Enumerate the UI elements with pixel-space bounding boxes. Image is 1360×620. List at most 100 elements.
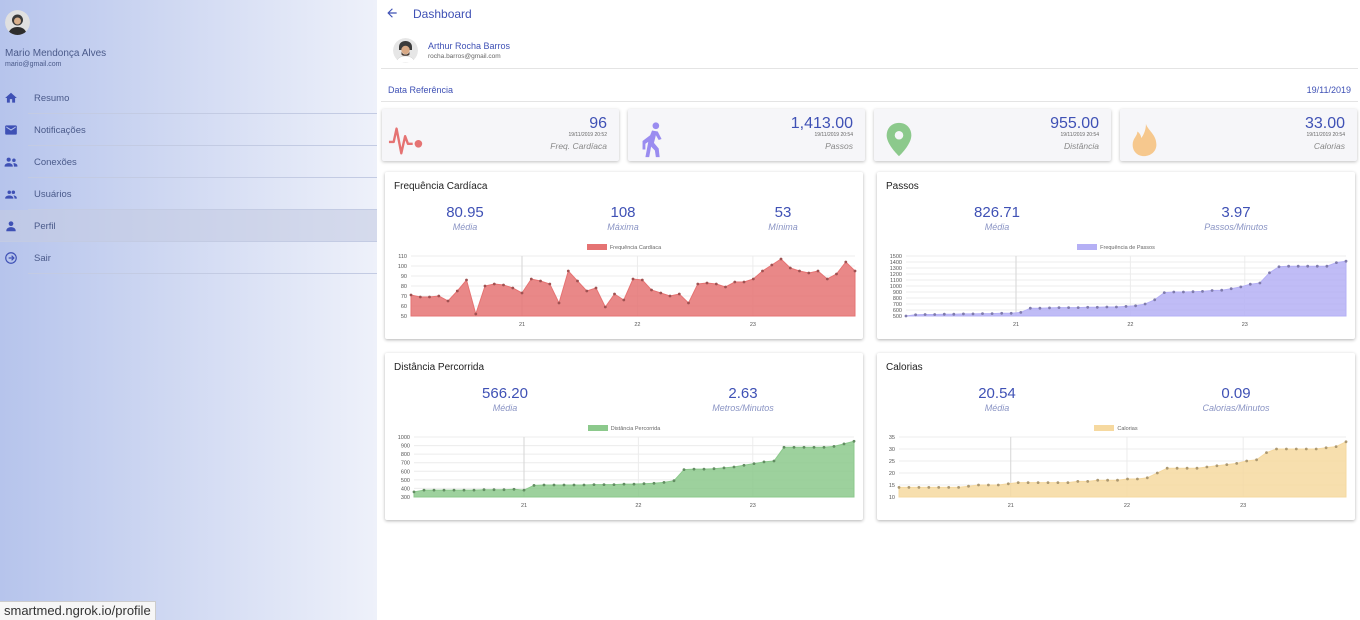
legend-label: Frequência de Passos (1100, 245, 1155, 251)
data-point (1162, 291, 1166, 294)
data-point (722, 466, 726, 470)
data-point (1255, 458, 1258, 462)
data-point (1268, 271, 1271, 275)
y-tick-label: 500 (893, 314, 902, 320)
chart-legend[interactable]: Distância Percorrida (385, 425, 863, 432)
nav-item-resumo[interactable]: Resumo (0, 82, 377, 114)
main-content: Dashboard Arthur Rocha Barros rocha.barr… (377, 0, 1360, 620)
data-point (752, 462, 756, 465)
home-icon (5, 92, 17, 103)
location-pin-icon (886, 122, 912, 157)
summary-timestamp: 19/11/2019 20:54 (1060, 132, 1099, 138)
data-point (437, 294, 441, 298)
nav-item-perfil[interactable]: Perfil (0, 210, 377, 242)
nav-label: Sair (34, 252, 51, 264)
data-point (1145, 476, 1149, 480)
y-tick-label: 300 (401, 495, 410, 501)
data-point (511, 286, 515, 290)
data-point (977, 483, 980, 487)
nav-label: Perfil (34, 220, 56, 232)
data-point (412, 490, 416, 494)
data-point (482, 488, 486, 492)
y-tick-label: 1500 (890, 254, 902, 260)
data-point (422, 488, 426, 492)
data-point (659, 291, 663, 295)
y-tick-label: 80 (401, 284, 407, 290)
x-tick-label: 23 (1240, 503, 1246, 509)
stat-average: 80.95 Média (405, 204, 525, 232)
data-point (472, 488, 476, 492)
y-tick-label: 110 (398, 254, 407, 260)
nav-item-usuarios[interactable]: Usuários (0, 178, 377, 210)
data-point (522, 488, 526, 492)
data-point (512, 487, 516, 491)
nav-item-notificacoes[interactable]: Notificações (0, 114, 377, 146)
data-point (1296, 264, 1300, 268)
data-point (1124, 305, 1128, 308)
data-point (682, 468, 686, 471)
data-point (1076, 306, 1080, 309)
data-point (1095, 305, 1099, 309)
summary-timestamp: 19/11/2019 20:54 (814, 132, 853, 138)
page-title: Dashboard (413, 7, 472, 21)
data-point (933, 313, 937, 316)
user-name: Mario Mendonça Alves (5, 48, 107, 59)
data-point (798, 269, 801, 273)
data-point (566, 269, 570, 273)
data-point (542, 483, 546, 487)
user-email: mario@gmail.com (5, 61, 62, 68)
nav-item-conexoes[interactable]: Conexões (0, 146, 377, 178)
reference-date-value[interactable]: 19/11/2019 (1306, 85, 1351, 95)
data-point (761, 269, 764, 273)
y-tick-label: 600 (893, 308, 902, 314)
data-point (996, 483, 1000, 487)
data-point (552, 483, 556, 487)
data-point (603, 305, 607, 309)
summary-card-calories: 33.00 19/11/2019 20:54 Calorias (1120, 109, 1357, 161)
data-point (418, 295, 422, 299)
summary-label: Distância (1064, 141, 1099, 151)
calories-card: Calorias 20.54 Média 0.09 Calorias/Minutos… (877, 353, 1355, 520)
data-point (1038, 306, 1042, 310)
y-tick-label: 1100 (890, 278, 902, 284)
chart-legend[interactable]: Calorias (877, 425, 1355, 432)
y-tick-label: 800 (893, 296, 902, 302)
y-tick-label: 15 (889, 483, 895, 489)
data-point (772, 459, 776, 463)
card-title: Distância Percorrida (394, 362, 485, 373)
data-point (1116, 478, 1119, 482)
data-point (1126, 477, 1129, 481)
chart-legend[interactable]: Frequência de Passos (877, 244, 1355, 251)
stat-rate: 3.97 Passos/Minutos (1176, 204, 1296, 232)
stat-label: Passos/Minutos (1204, 222, 1268, 232)
data-point (1019, 311, 1023, 314)
nav-item-sair[interactable]: Sair (0, 242, 377, 274)
data-point (602, 483, 606, 486)
back-arrow-icon[interactable] (385, 6, 399, 20)
stat-label: Máxima (607, 222, 639, 232)
x-tick-label: 22 (1124, 503, 1130, 509)
data-point (825, 277, 829, 281)
x-tick-label: 23 (750, 503, 756, 509)
user-avatar[interactable] (5, 10, 30, 35)
stat-value: 80.95 (446, 204, 484, 221)
logout-icon (5, 252, 17, 264)
summary-value: 33.00 (1304, 115, 1345, 132)
data-point (1335, 261, 1338, 264)
data-point (632, 482, 636, 486)
data-point (1210, 289, 1214, 292)
y-tick-label: 900 (401, 444, 410, 450)
connections-icon (4, 157, 18, 167)
data-point (446, 299, 450, 303)
data-point (1265, 451, 1268, 454)
stat-value: 20.54 (978, 385, 1016, 402)
chart-legend[interactable]: Frequência Cardíaca (385, 244, 863, 251)
walking-icon (642, 122, 662, 158)
data-point (1076, 480, 1080, 483)
data-point (1143, 302, 1147, 306)
data-point (816, 269, 820, 273)
y-tick-label: 1400 (890, 260, 902, 266)
data-point (539, 279, 542, 283)
distance-chart: 300 400 500 600 700 800 900 1000 21 22 23 (398, 435, 856, 509)
data-point (714, 282, 718, 286)
